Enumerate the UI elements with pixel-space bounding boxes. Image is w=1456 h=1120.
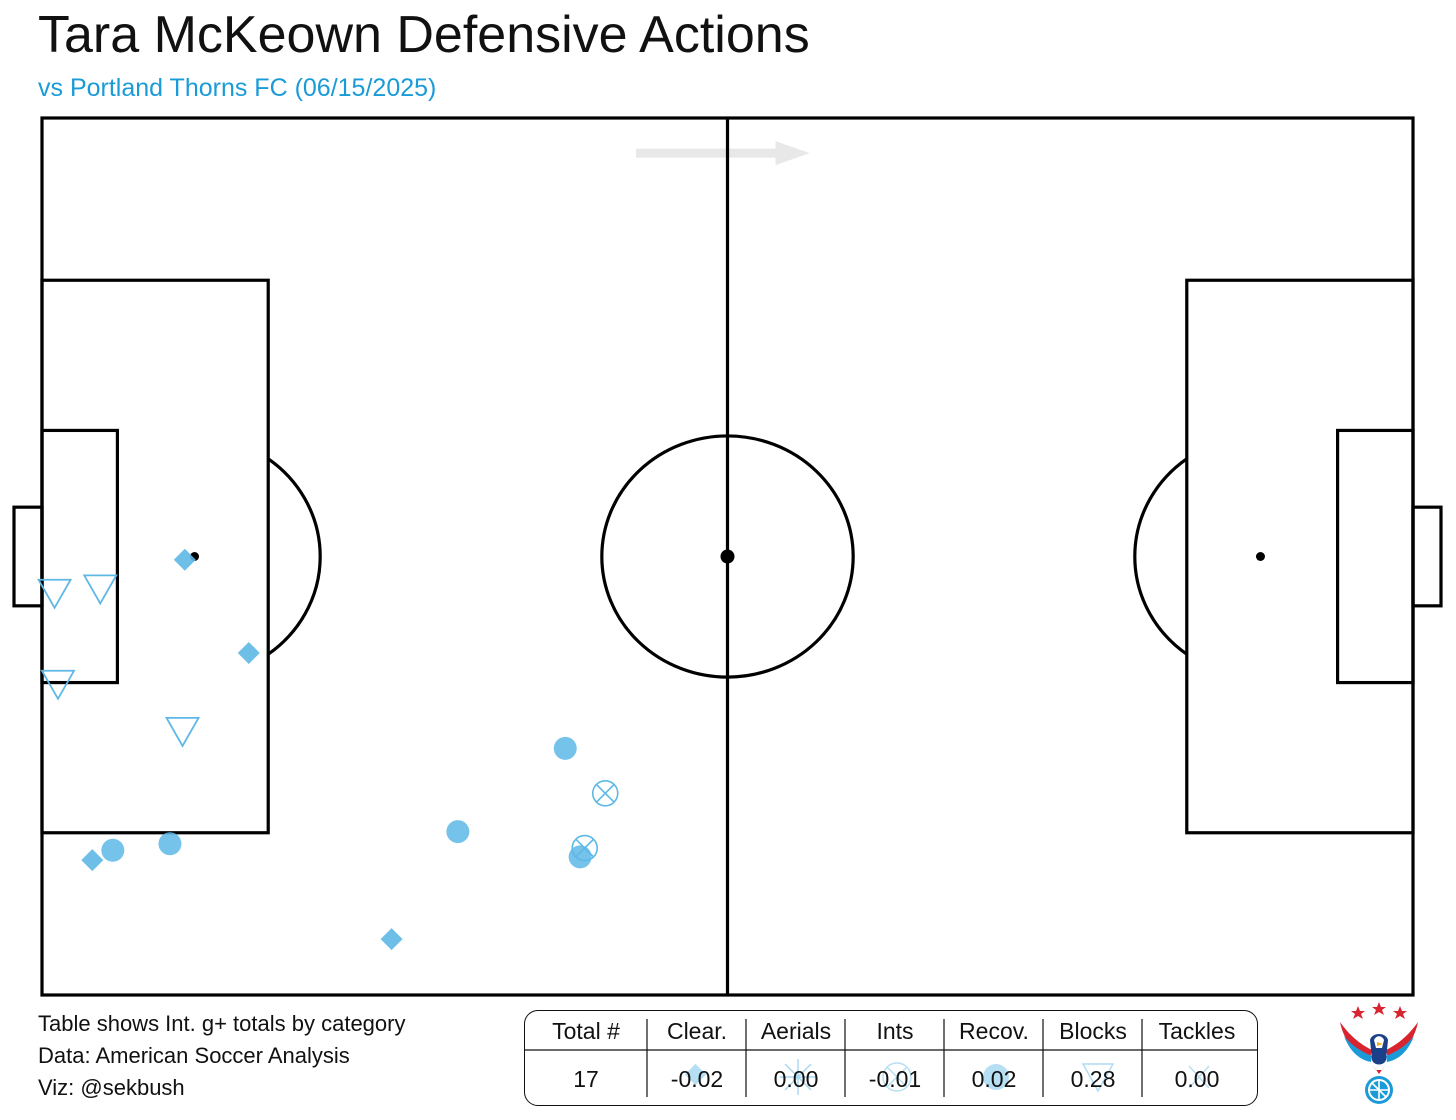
x-icon: [1188, 1065, 1210, 1089]
interception-cross-b: [595, 783, 615, 803]
triangle-down-icon: [1081, 1063, 1115, 1093]
table-value-tackles: 0.00: [1174, 1066, 1220, 1092]
interception-point: [571, 834, 598, 862]
clearance-point: [173, 548, 196, 571]
clearance-point: [237, 641, 260, 664]
circle-icon: [983, 1064, 1009, 1090]
table-value-interceptions: -0.01: [868, 1066, 922, 1092]
table-value-aerials: 0.00: [773, 1066, 819, 1092]
summary-table-grid: [525, 1019, 1257, 1097]
interception-cross-b: [575, 838, 595, 858]
table-value-clearances: -0.02: [670, 1066, 724, 1092]
block-point: [40, 669, 76, 701]
center-circle: [600, 434, 855, 679]
eagle-logo-icon: [1340, 1002, 1418, 1104]
left-penalty-box: [40, 278, 270, 835]
interception-point: [591, 779, 619, 807]
block-point: [82, 574, 118, 606]
pitch-chart: [12, 116, 1443, 997]
attack-direction-arrow: [636, 141, 810, 166]
block-point: [37, 578, 73, 610]
recovery-point: [553, 736, 577, 760]
interception-ring: [571, 834, 598, 862]
table-header-blocks: Blocks: [1059, 1018, 1127, 1044]
arrow-head: [775, 141, 810, 166]
block-point: [164, 717, 201, 748]
table-header-recoveries: Recov.: [959, 1018, 1029, 1044]
center-spot: [720, 549, 735, 564]
note-data-source: Data: American Soccer Analysis: [38, 1043, 350, 1068]
recovery-point: [158, 832, 182, 856]
right-goal: [1411, 505, 1443, 608]
left-goal: [12, 505, 44, 608]
summary-table: Total # Clear. Aerials Ints Recov. Block…: [524, 1010, 1258, 1106]
chart-notes: Table shows Int. g+ totals by category D…: [38, 1008, 405, 1104]
right-penalty-arc: [1133, 457, 1188, 656]
table-header-tackles: Tackles: [1158, 1018, 1236, 1044]
chart-title: Tara McKeown Defensive Actions: [38, 6, 810, 64]
note-table-explanation: Table shows Int. g+ totals by category: [38, 1011, 406, 1036]
left-six-yard-box: [40, 428, 120, 685]
table-value-blocks: 0.28: [1070, 1066, 1116, 1092]
circle-x-icon: [882, 1062, 912, 1092]
right-penalty-box: [1185, 278, 1415, 835]
clearance-point: [81, 849, 104, 872]
pitch-lines: [12, 116, 1443, 997]
left-penalty-arc: [267, 457, 322, 656]
recovery-point: [568, 845, 592, 869]
clearance-point: [380, 928, 403, 951]
table-header-aerials: Aerials: [760, 1018, 832, 1044]
burst-icon: [780, 1059, 816, 1095]
right-penalty-spot: [1255, 552, 1265, 561]
right-six-yard-box: [1335, 428, 1415, 685]
table-header-clearances: Clear.: [666, 1018, 728, 1044]
recovery-point: [446, 820, 470, 844]
chart-subtitle: vs Portland Thorns FC (06/15/2025): [38, 74, 437, 102]
action-markers: [37, 548, 619, 951]
note-viz-credit: Viz: @sekbush: [38, 1075, 185, 1100]
recovery-point: [101, 838, 125, 862]
interception-ring: [591, 779, 619, 807]
table-header-interceptions: Ints: [876, 1018, 914, 1044]
table-header-total: Total #: [552, 1018, 620, 1044]
table-value-total: 17: [573, 1066, 599, 1092]
table-value-recoveries: 0.02: [971, 1066, 1017, 1092]
